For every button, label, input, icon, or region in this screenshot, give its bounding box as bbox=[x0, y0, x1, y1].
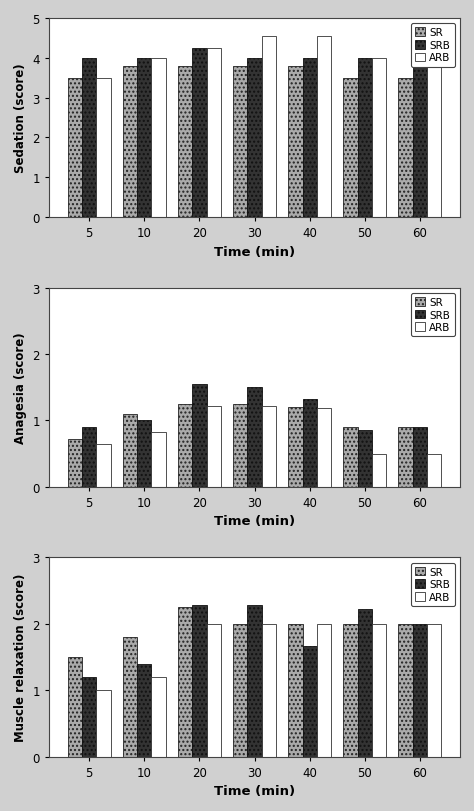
Bar bbox=[152, 433, 166, 487]
X-axis label: Time (min): Time (min) bbox=[214, 515, 295, 528]
Bar bbox=[399, 624, 413, 757]
Bar bbox=[192, 49, 207, 218]
Bar bbox=[317, 624, 331, 757]
Bar bbox=[357, 58, 372, 218]
Bar bbox=[288, 408, 302, 487]
Bar bbox=[399, 79, 413, 218]
Bar bbox=[207, 49, 221, 218]
Bar bbox=[247, 606, 262, 757]
Bar bbox=[413, 624, 427, 757]
Bar bbox=[68, 79, 82, 218]
Bar bbox=[82, 427, 96, 487]
Legend: SR, SRB, ARB: SR, SRB, ARB bbox=[410, 24, 455, 67]
Bar bbox=[262, 624, 276, 757]
Bar bbox=[192, 384, 207, 487]
Bar bbox=[372, 624, 386, 757]
Bar bbox=[178, 67, 192, 218]
Bar bbox=[357, 609, 372, 757]
Bar bbox=[207, 624, 221, 757]
Bar bbox=[413, 427, 427, 487]
Bar bbox=[288, 624, 302, 757]
Bar bbox=[207, 406, 221, 487]
Bar bbox=[413, 58, 427, 218]
Bar bbox=[399, 427, 413, 487]
Bar bbox=[123, 637, 137, 757]
Bar bbox=[317, 36, 331, 218]
Bar bbox=[262, 36, 276, 218]
Bar bbox=[82, 677, 96, 757]
Bar bbox=[427, 454, 441, 487]
Y-axis label: Muscle relaxation (score): Muscle relaxation (score) bbox=[14, 573, 27, 741]
Bar bbox=[96, 444, 110, 487]
Bar bbox=[82, 58, 96, 218]
Bar bbox=[96, 79, 110, 218]
X-axis label: Time (min): Time (min) bbox=[214, 245, 295, 259]
Bar bbox=[233, 624, 247, 757]
Bar bbox=[343, 427, 357, 487]
Bar bbox=[152, 58, 166, 218]
Bar bbox=[247, 58, 262, 218]
Bar bbox=[302, 400, 317, 487]
Bar bbox=[233, 405, 247, 487]
Bar bbox=[192, 606, 207, 757]
Bar bbox=[288, 67, 302, 218]
Bar bbox=[343, 624, 357, 757]
Y-axis label: Anagesia (score): Anagesia (score) bbox=[14, 332, 27, 444]
Bar bbox=[178, 405, 192, 487]
Bar bbox=[427, 58, 441, 218]
Bar bbox=[343, 79, 357, 218]
Bar bbox=[262, 406, 276, 487]
Bar bbox=[247, 388, 262, 487]
Bar bbox=[68, 440, 82, 487]
Bar bbox=[96, 690, 110, 757]
Bar bbox=[233, 67, 247, 218]
X-axis label: Time (min): Time (min) bbox=[214, 784, 295, 797]
Bar bbox=[427, 624, 441, 757]
Bar bbox=[137, 663, 152, 757]
Y-axis label: Sedation (score): Sedation (score) bbox=[14, 63, 27, 173]
Bar bbox=[317, 409, 331, 487]
Bar bbox=[152, 677, 166, 757]
Bar bbox=[68, 657, 82, 757]
Bar bbox=[137, 421, 152, 487]
Bar bbox=[302, 646, 317, 757]
Bar bbox=[302, 58, 317, 218]
Legend: SR, SRB, ARB: SR, SRB, ARB bbox=[410, 563, 455, 607]
Bar bbox=[178, 607, 192, 757]
Bar bbox=[137, 58, 152, 218]
Bar bbox=[123, 414, 137, 487]
Legend: SR, SRB, ARB: SR, SRB, ARB bbox=[410, 294, 455, 337]
Bar bbox=[357, 431, 372, 487]
Bar bbox=[123, 67, 137, 218]
Bar bbox=[372, 454, 386, 487]
Bar bbox=[372, 58, 386, 218]
